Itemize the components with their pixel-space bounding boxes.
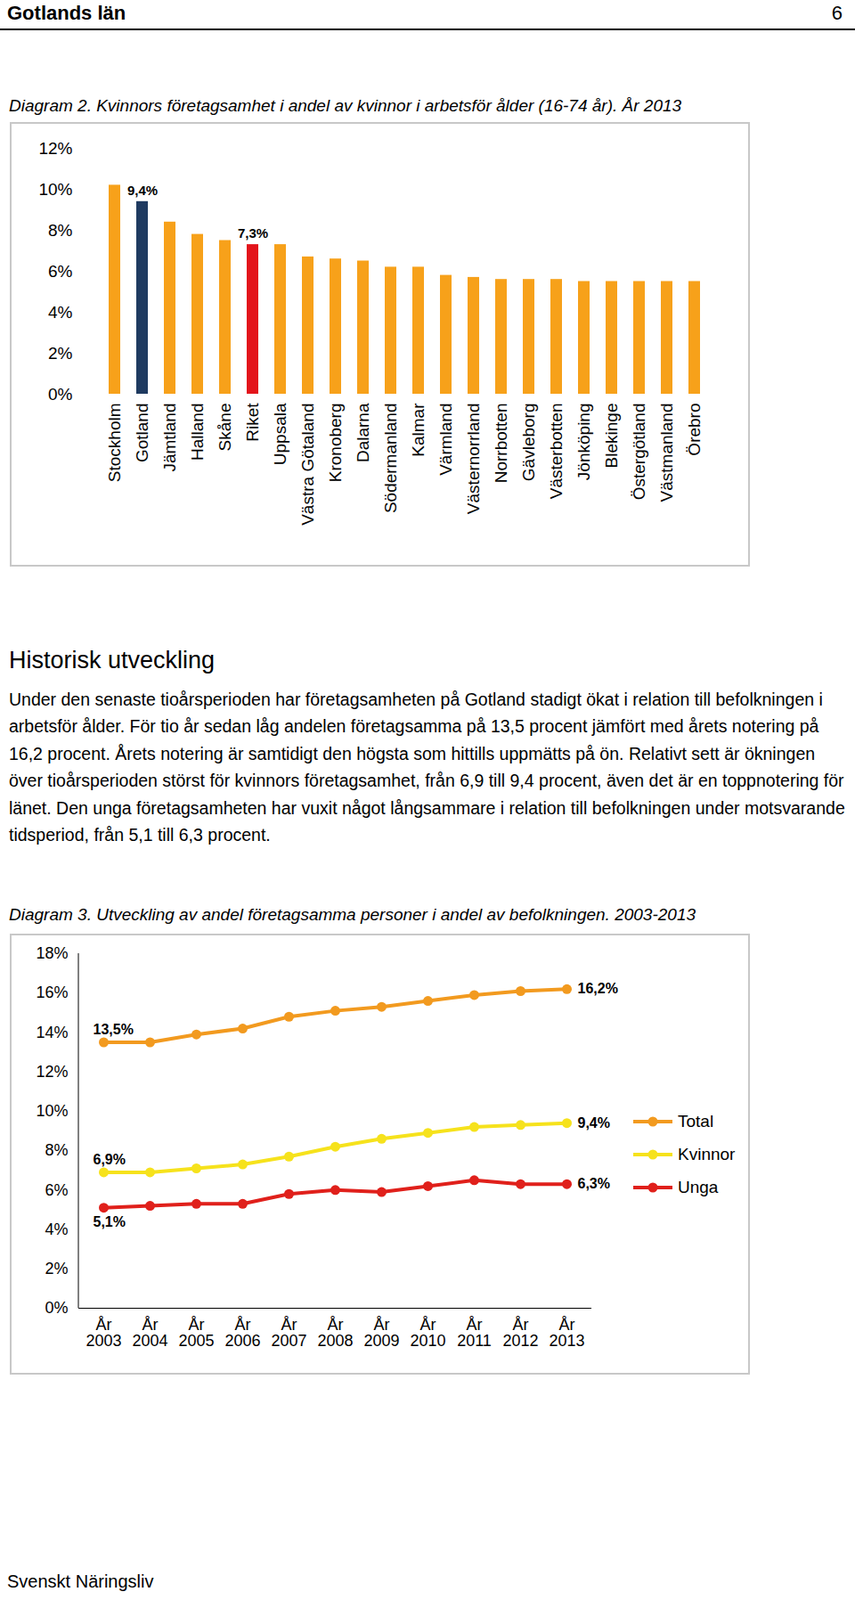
html-text:6: 6 [831, 1, 843, 25]
svg-text:16%: 16% [35, 983, 68, 1002]
svg-text:Gävleborg: Gävleborg [519, 403, 538, 482]
svg-text:Kronoberg: Kronoberg [325, 403, 345, 483]
svg-text:6%: 6% [48, 261, 74, 281]
svg-text:Riket: Riket [243, 402, 262, 442]
html-text:Diagram 2. Kvinnors företagsam: Diagram 2. Kvinnors företagsamhet i ande… [8, 96, 682, 115]
svg-text:9,4%: 9,4% [578, 1115, 611, 1131]
svg-text:Blekinge: Blekinge [602, 403, 621, 469]
html-text:Svenskt Näringsliv: Svenskt Näringsliv [7, 1571, 154, 1591]
svg-text:Norrbotten: Norrbotten [491, 403, 511, 484]
html-text:Diagram 3. Utveckling av andel: Diagram 3. Utveckling av andel företagsa… [8, 904, 696, 924]
html-text:Unga: Unga [677, 1176, 719, 1196]
svg-text:4%: 4% [48, 302, 74, 322]
svg-text:8%: 8% [48, 220, 74, 240]
svg-text:Västernorrland: Västernorrland [464, 403, 483, 515]
svg-text:14%: 14% [35, 1023, 68, 1042]
svg-text:0%: 0% [44, 1298, 68, 1317]
svg-text:12%: 12% [35, 1062, 68, 1081]
html-text:Gotlands län: Gotlands län [7, 1, 126, 25]
svg-text:Halland: Halland [187, 403, 207, 461]
html-text:Under den senaste tioårsperiod: Under den senaste tioårsperioden har för… [8, 689, 845, 845]
svg-text:År2005: År2005 [178, 1315, 214, 1350]
svg-text:18%: 18% [35, 944, 68, 962]
svg-text:Dalarna: Dalarna [353, 402, 373, 463]
svg-text:År2009: År2009 [363, 1315, 399, 1350]
html-text:Total: Total [677, 1111, 714, 1130]
svg-text:7,3%: 7,3% [237, 225, 269, 241]
html-text:Kvinnor: Kvinnor [677, 1144, 736, 1163]
svg-text:Värmland: Värmland [436, 403, 456, 476]
svg-text:16,2%: 16,2% [578, 980, 619, 996]
svg-text:Gotland: Gotland [132, 403, 152, 464]
svg-text:År2006: År2006 [224, 1315, 261, 1350]
svg-text:8%: 8% [44, 1140, 68, 1159]
svg-text:12%: 12% [38, 138, 73, 158]
svg-text:År2007: År2007 [270, 1315, 307, 1350]
svg-text:4%: 4% [44, 1220, 68, 1238]
svg-text:År2004: År2004 [131, 1315, 168, 1350]
svg-text:0%: 0% [48, 384, 74, 404]
svg-text:10%: 10% [35, 1101, 68, 1120]
svg-text:Västmanland: Västmanland [657, 403, 676, 503]
svg-text:År2011: År2011 [456, 1315, 492, 1350]
html-text:Historisk utveckling: Historisk utveckling [8, 646, 215, 674]
svg-text:Södermanland: Södermanland [381, 403, 400, 514]
svg-text:År2003: År2003 [85, 1315, 122, 1350]
svg-text:Västerbotten: Västerbotten [546, 403, 566, 500]
svg-text:Jämtland: Jämtland [160, 403, 180, 473]
svg-text:År2008: År2008 [317, 1315, 353, 1350]
svg-text:6%: 6% [44, 1180, 68, 1199]
svg-text:Stockholm: Stockholm [105, 403, 124, 483]
svg-text:10%: 10% [38, 179, 73, 199]
svg-text:År2013: År2013 [548, 1315, 585, 1350]
svg-text:Jönköping: Jönköping [574, 403, 594, 481]
svg-text:År2012: År2012 [502, 1315, 538, 1350]
svg-text:Östergötland: Östergötland [629, 403, 649, 501]
svg-text:Kalmar: Kalmar [408, 402, 428, 457]
svg-text:9,4%: 9,4% [127, 182, 158, 198]
svg-text:Västra Götaland: Västra Götaland [298, 403, 318, 526]
svg-text:Uppsala: Uppsala [270, 402, 290, 465]
svg-text:13,5%: 13,5% [93, 1021, 134, 1037]
svg-text:Örebro: Örebro [684, 403, 704, 456]
svg-text:Skåne: Skåne [215, 403, 235, 452]
svg-text:5,1%: 5,1% [93, 1213, 126, 1230]
svg-text:2%: 2% [44, 1259, 68, 1278]
svg-text:År2010: År2010 [409, 1315, 446, 1350]
svg-text:6,3%: 6,3% [578, 1175, 611, 1191]
svg-text:2%: 2% [48, 343, 74, 363]
svg-text:6,9%: 6,9% [93, 1151, 126, 1167]
